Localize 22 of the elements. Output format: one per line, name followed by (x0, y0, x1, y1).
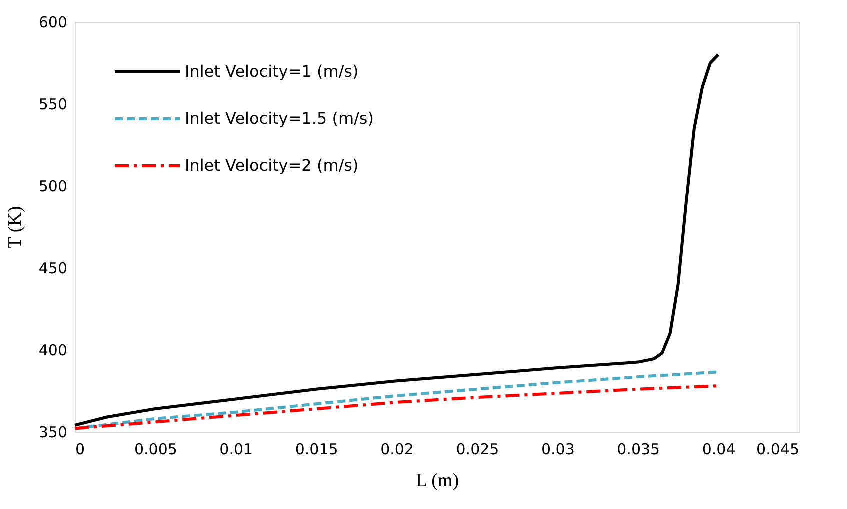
x-tick-label: 0.04 (702, 440, 736, 458)
x-tick-label: 0.01 (220, 440, 254, 458)
x-tick-label: 0.045 (756, 440, 800, 458)
y-tick-label: 450 (38, 260, 68, 278)
legend-label: Inlet Velocity=2 (m/s) (185, 156, 359, 175)
x-tick-label: 0.035 (617, 440, 660, 458)
y-tick-label: 350 (38, 424, 68, 442)
x-tick-label: 0.015 (295, 440, 338, 458)
x-tick-label: 0.005 (134, 440, 178, 458)
line-series (74, 53, 720, 427)
x-axis-title: L (m) (416, 470, 460, 492)
legend-label: Inlet Velocity=1.5 (m/s) (185, 109, 374, 128)
x-tick-label: 0.02 (380, 440, 414, 458)
x-tick-label: 0 (76, 440, 86, 458)
legend-label: Inlet Velocity=1 (m/s) (185, 62, 359, 81)
y-axis-title: T (K) (4, 206, 26, 249)
y-tick-label: 550 (38, 96, 68, 114)
y-tick-label: 500 (38, 178, 68, 196)
x-tick-label: 0.03 (541, 440, 575, 458)
y-tick-label: 400 (38, 342, 68, 360)
x-tick-label: 0.025 (456, 440, 500, 458)
y-tick-label: 600 (38, 14, 68, 32)
